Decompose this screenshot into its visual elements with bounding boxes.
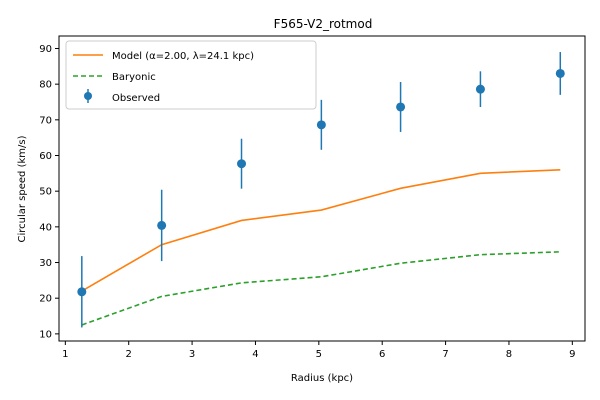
x-tick-label: 8 xyxy=(506,349,512,360)
y-tick-label: 40 xyxy=(39,222,52,233)
baryonic-curve xyxy=(81,251,561,326)
x-tick-label: 3 xyxy=(189,349,195,360)
y-tick-label: 90 xyxy=(39,44,52,55)
observed-point xyxy=(157,220,167,230)
x-tick-label: 4 xyxy=(252,349,258,360)
y-tick-label: 50 xyxy=(39,187,52,198)
x-tick-label: 2 xyxy=(126,349,132,360)
legend-baryonic-label: Baryonic xyxy=(112,72,156,83)
legend-box xyxy=(65,40,317,110)
observed-point xyxy=(396,102,406,112)
x-axis-label: Radius (kpc) xyxy=(291,373,353,384)
y-tick-label: 60 xyxy=(39,151,52,162)
plot-area: 1 2 3 4 5 6 7 8 9 10 20 30 40 50 60 70 80 90 xyxy=(39,44,575,360)
y-tick-label: 80 xyxy=(39,80,52,91)
y-tick-label: 70 xyxy=(39,115,52,126)
x-tick-label: 6 xyxy=(379,349,385,360)
plot-frame xyxy=(58,35,586,342)
observed-point xyxy=(475,84,485,94)
y-tick-label: 20 xyxy=(39,294,52,305)
legend-observed-marker xyxy=(84,92,92,100)
y-tick-label: 10 xyxy=(39,329,52,340)
legend-observed-label: Observed xyxy=(112,93,160,104)
y-axis-label: Circular speed (km/s) xyxy=(17,135,28,242)
observed-point xyxy=(77,287,87,297)
chart-title: F565-V2_rotmod xyxy=(274,17,373,31)
x-tick-label: 7 xyxy=(442,349,448,360)
y-tick-label: 30 xyxy=(39,258,52,269)
observed-point xyxy=(555,68,565,78)
observed-point xyxy=(316,120,326,130)
legend-model-label: Model (α=2.00, λ=24.1 kpc) xyxy=(112,51,254,62)
x-tick-label: 9 xyxy=(569,349,575,360)
observed-point xyxy=(237,159,247,169)
x-tick-label: 1 xyxy=(62,349,68,360)
x-tick-label: 5 xyxy=(316,349,322,360)
legend: Model (α=2.00, λ=24.1 kpc) Baryonic Obse… xyxy=(65,40,317,110)
